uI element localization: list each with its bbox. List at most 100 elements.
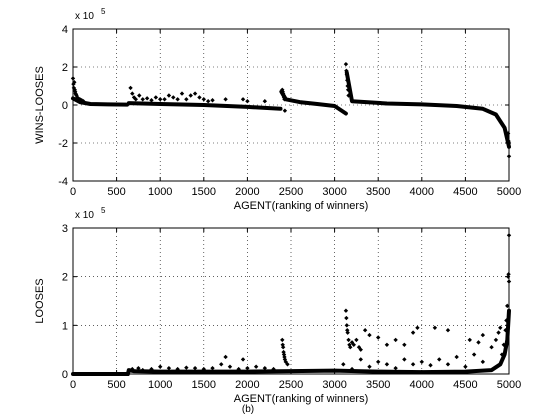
data-point: [192, 91, 198, 96]
data-point: [166, 365, 172, 371]
x-tick-label: 3500: [366, 186, 390, 198]
x-tick-label: 1000: [148, 379, 172, 391]
data-point: [201, 366, 206, 372]
data-point: [476, 340, 481, 345]
data-point: [158, 97, 163, 102]
data-point: [77, 97, 83, 102]
x-tick-label: 1000: [148, 186, 172, 198]
x-tick-label: 2500: [279, 379, 303, 391]
bottom-chart: 0 500 1000 1500 2000 2500 3000 3500 4000 4500 5000…: [34, 206, 521, 415]
data-point: [501, 342, 506, 347]
data-point: [81, 99, 86, 104]
data-point: [282, 97, 287, 102]
x-tick-label: 4500: [453, 379, 477, 391]
data-point: [223, 354, 228, 360]
data-point: [271, 366, 276, 372]
data-point: [445, 328, 451, 333]
data-point: [348, 345, 353, 350]
data-band: [344, 70, 511, 149]
y-axis-label: WINS-LOOSES: [34, 66, 46, 144]
data-point: [344, 323, 350, 328]
data-point: [415, 325, 420, 330]
data-point: [376, 335, 381, 340]
data-point: [158, 364, 163, 369]
top-chart: 0 500 1000 1500 2000 2500 3000 3500 4000 4500 5000…: [34, 7, 521, 212]
data-point: [402, 342, 407, 347]
data-point: [149, 98, 154, 103]
data-point: [140, 97, 145, 102]
x-axis-label: AGENT(ranking of winners): [234, 393, 369, 405]
data-point: [471, 352, 477, 357]
x-tick-label: 1500: [192, 186, 216, 198]
data-point: [219, 362, 224, 367]
data-point: [136, 365, 141, 371]
data-point: [384, 362, 390, 367]
data-point: [175, 366, 180, 372]
y-tick-label: -4: [58, 176, 68, 188]
y-tick-label: 4: [62, 24, 68, 36]
data-point: [210, 98, 215, 103]
data-point: [393, 365, 398, 371]
data-point: [175, 97, 180, 102]
data-point: [223, 97, 228, 102]
data-point: [428, 363, 433, 368]
data-point: [192, 365, 198, 371]
data-point: [166, 93, 172, 98]
data-point: [205, 99, 211, 104]
figure-caption: (b): [242, 404, 254, 415]
data-point: [346, 93, 351, 98]
data-point: [463, 364, 468, 369]
axis-multiplier: x 10: [75, 210, 94, 221]
data-band: [125, 308, 511, 376]
y-axis-label: LOOSES: [34, 278, 46, 323]
data-point: [505, 303, 510, 309]
data-point: [445, 362, 451, 367]
axis-multiplier-exponent: 5: [101, 206, 106, 215]
data-point: [503, 328, 508, 333]
data-point: [493, 337, 499, 343]
data-point: [133, 97, 138, 102]
x-tick-label: 3000: [322, 186, 346, 198]
data-point: [480, 359, 486, 365]
x-tick-label: 5000: [497, 186, 521, 198]
y-tick-label: 1: [62, 320, 68, 332]
data-point: [354, 337, 359, 343]
data-point: [128, 85, 133, 91]
axis-multiplier-exponent: 5: [101, 7, 106, 16]
data-point: [358, 357, 363, 362]
data-point: [376, 359, 381, 365]
data-point: [362, 328, 368, 333]
data-point: [162, 97, 167, 102]
data-point: [345, 330, 350, 335]
data-point: [140, 367, 145, 373]
data-point: [171, 95, 176, 100]
data-point: [467, 337, 472, 343]
data-point: [437, 357, 442, 362]
data-point: [351, 342, 356, 347]
data-point: [410, 330, 416, 335]
data-point: [74, 93, 79, 98]
data-point: [498, 325, 503, 330]
data-point: [505, 131, 511, 136]
x-tick-label: 2000: [235, 186, 259, 198]
x-tick-label: 0: [70, 379, 76, 391]
data-point: [240, 97, 246, 102]
x-tick-label: 2500: [279, 186, 303, 198]
y-tick-label: 0: [62, 369, 68, 381]
data-point: [240, 357, 246, 362]
y-tick-label: -2: [58, 138, 68, 150]
data-point: [344, 72, 350, 77]
data-point: [262, 99, 268, 104]
data-point: [432, 325, 438, 330]
data-point: [197, 95, 202, 100]
data-point: [280, 345, 286, 350]
data-point: [345, 83, 350, 89]
data-point: [341, 362, 346, 367]
data-point: [358, 347, 363, 352]
data-point: [402, 357, 407, 362]
data-point: [343, 308, 349, 313]
data-point: [454, 354, 459, 360]
data-point: [349, 366, 355, 372]
data-band: [71, 96, 130, 107]
